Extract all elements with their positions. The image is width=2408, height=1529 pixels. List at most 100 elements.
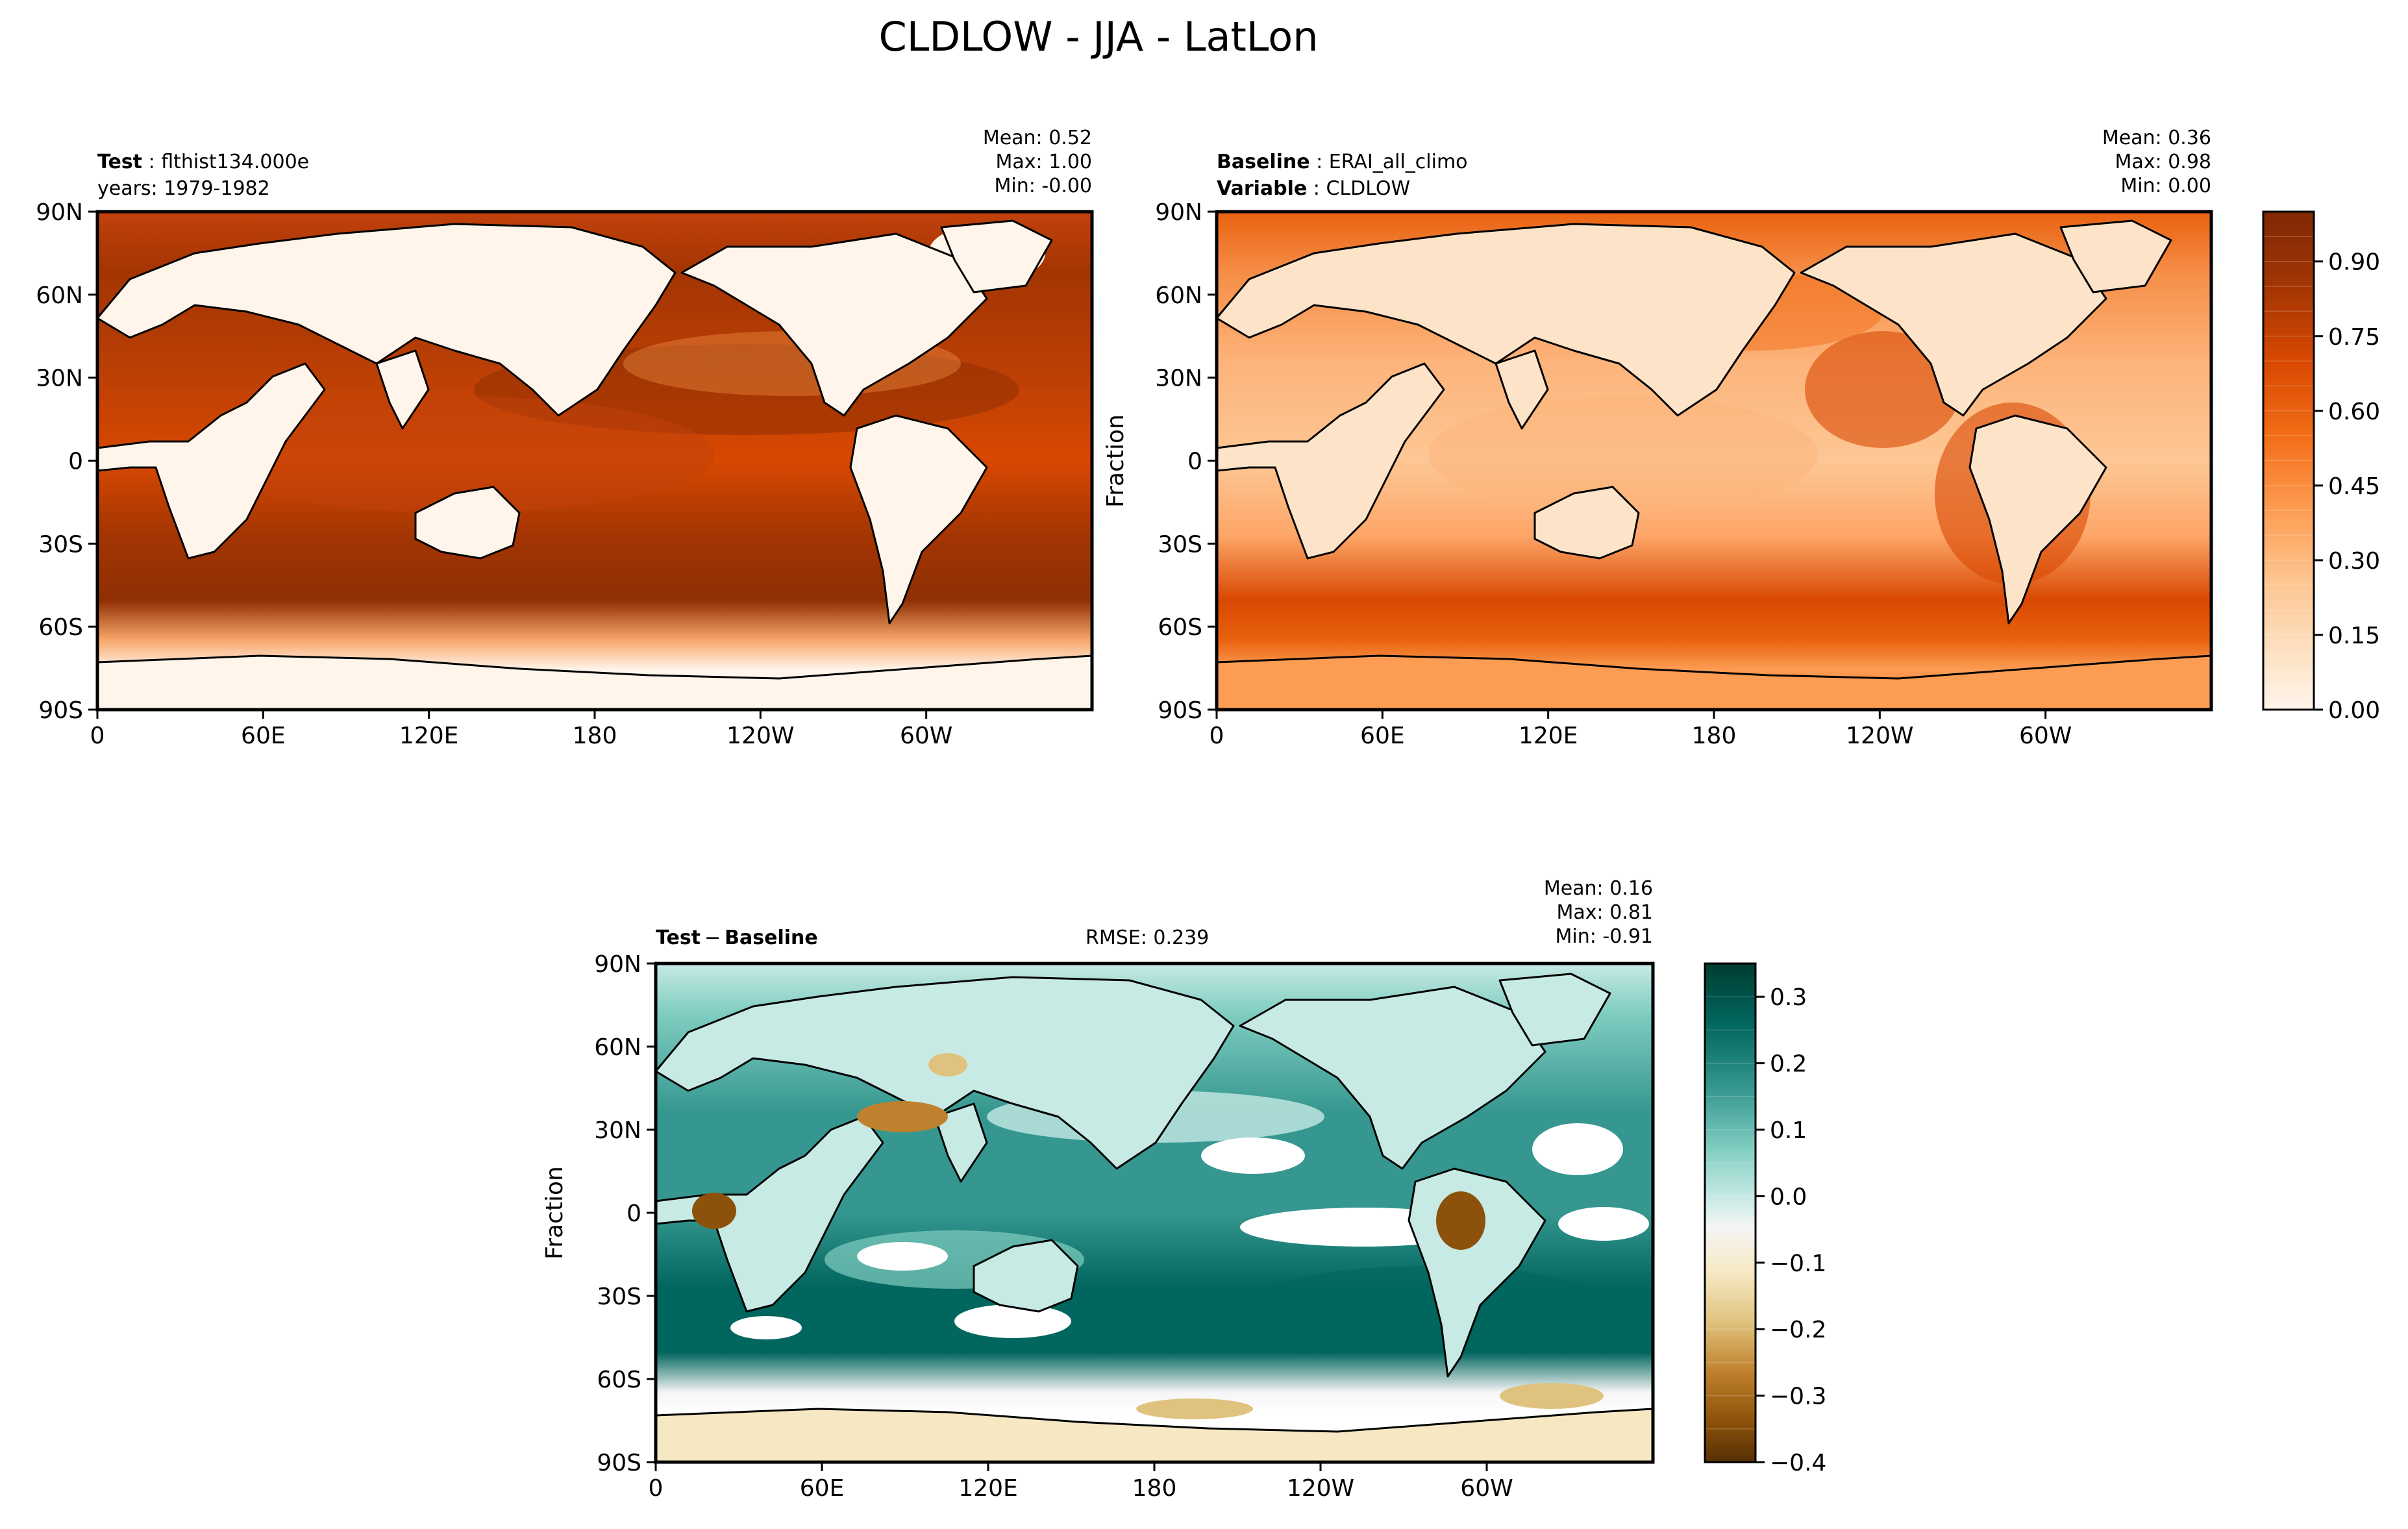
difference-colorbar-tick-label-0: 0.3 — [1770, 984, 1807, 1011]
difference-colorbar-tick-label-3: 0.0 — [1770, 1184, 1807, 1210]
difference-colorbar-tick-label-5: −0.2 — [1770, 1317, 1826, 1343]
test-continents — [97, 219, 1092, 710]
difference-header: Test − Baseline — [656, 926, 818, 949]
difference-rmse: RMSE: 0.239 — [1086, 926, 1209, 949]
baseline-header-separator: : — [1310, 151, 1329, 173]
test-xtick-label-3: 180 — [573, 723, 617, 749]
baseline-variable-label: Variable — [1217, 177, 1307, 200]
difference-land-india — [934, 1102, 988, 1183]
difference-stat-max: Max: 0.81 — [1557, 901, 1653, 924]
figure-title: CLDLOW - JJA - LatLon — [878, 13, 1318, 60]
test-xtick-label-2: 120E — [399, 723, 458, 749]
baseline-ytick-label-2: 30N — [1155, 366, 1202, 392]
test-ytick-label-5: 60S — [38, 614, 83, 641]
baseline-stat-mean: Mean: 0.36 — [2102, 127, 2211, 149]
difference-ytick-label-2: 30N — [594, 1117, 641, 1144]
baseline-colorbar-bands — [2263, 236, 2314, 686]
test-stat-max: Max: 1.00 — [996, 151, 1092, 173]
baseline-colorbar-tick-label-3: 0.45 — [2328, 473, 2380, 500]
baseline-land-north-america — [1800, 232, 2107, 417]
baseline-subheader: Variable : CLDLOW — [1217, 177, 1410, 200]
difference-xtick-label-4: 120W — [1287, 1475, 1354, 1502]
test-land-eurasia — [97, 223, 676, 417]
baseline-colorbar-tick-label-1: 0.15 — [2328, 623, 2380, 649]
test-header-separator: : — [142, 151, 161, 173]
difference-land-greenland — [1498, 973, 1611, 1047]
difference-header-baseline: Baseline — [725, 926, 818, 949]
baseline-ytick-label-6: 90S — [1158, 697, 1202, 724]
baseline-colorbar: 0.00 0.15 0.30 0.45 0.60 0.75 0.90 — [2262, 210, 2380, 724]
test-xtick-label-0: 0 — [90, 723, 105, 749]
test-xaxis: 0 60E 120E 180 120W 60W — [90, 710, 952, 749]
difference-xtick-label-3: 180 — [1132, 1475, 1177, 1502]
baseline-xtick-label-3: 180 — [1692, 723, 1737, 749]
test-header: Test : flthist134.000e — [97, 151, 309, 173]
baseline-header-value: ERAI_all_climo — [1329, 151, 1468, 173]
test-land-australia — [414, 486, 521, 560]
baseline-stat-min: Min: 0.00 — [2120, 175, 2211, 197]
test-header-label: Test — [97, 151, 142, 173]
difference-yaxis: 90N 60N 30N 0 30S 60S 90S — [594, 951, 656, 1476]
baseline-ytick-label-3: 0 — [1187, 449, 1202, 475]
baseline-header: Baseline : ERAI_all_climo — [1217, 151, 1468, 173]
difference-ytick-label-4: 30S — [597, 1284, 641, 1310]
test-land-north-america — [680, 232, 988, 417]
difference-colorbar-tick-label-7: −0.4 — [1770, 1450, 1826, 1476]
difference-stat-mean: Mean: 0.16 — [1544, 877, 1653, 900]
difference-xaxis: 0 60E 120E 180 120W 60W — [649, 1462, 1513, 1502]
difference-colorbar-ticks: 0.3 0.2 0.1 0.0 −0.1 −0.2 −0.3 −0.4 — [1756, 984, 1826, 1476]
difference-xtick-label-2: 120E — [958, 1475, 1017, 1502]
baseline-header-label: Baseline — [1217, 151, 1310, 173]
baseline-ylabel: Fraction — [1102, 414, 1129, 508]
baseline-land-india — [1495, 349, 1549, 430]
baseline-land-australia — [1533, 486, 1640, 560]
baseline-xtick-label-1: 60E — [1360, 723, 1405, 749]
test-xtick-label-4: 120W — [726, 723, 794, 749]
baseline-colorbar-tick-label-6: 0.90 — [2328, 249, 2380, 276]
test-stat-mean: Mean: 0.52 — [983, 127, 1092, 149]
baseline-xtick-label-4: 120W — [1846, 723, 1913, 749]
test-stat-min: Min: -0.00 — [995, 175, 1093, 197]
baseline-ytick-label-4: 30S — [1158, 531, 1202, 558]
baseline-colorbar-tick-label-4: 0.60 — [2328, 399, 2380, 425]
baseline-xtick-label-0: 0 — [1210, 723, 1224, 749]
test-subheader: years: 1979-1982 — [97, 177, 270, 200]
baseline-continents — [1217, 219, 2211, 710]
baseline-variable-separator: : — [1307, 177, 1326, 200]
test-ytick-label-2: 30N — [36, 366, 83, 392]
difference-header-op: − — [704, 926, 721, 949]
baseline-stat-max: Max: 0.98 — [2115, 151, 2211, 173]
difference-ytick-label-1: 60N — [594, 1034, 641, 1061]
test-land-greenland — [940, 219, 1053, 293]
baseline-yaxis: 90N 60N 30N 0 30S 60S 90S — [1155, 199, 1217, 724]
test-ytick-label-1: 60N — [36, 282, 83, 309]
test-ytick-label-4: 30S — [38, 531, 83, 558]
difference-panel: Test − Baseline RMSE: 0.239 Mean: 0.16 Max… — [541, 877, 1826, 1502]
baseline-land-africa — [1217, 362, 1445, 560]
difference-colorbar: 0.3 0.2 0.1 0.0 −0.1 −0.2 −0.3 −0.4 — [1704, 962, 1826, 1476]
difference-ytick-label-5: 60S — [597, 1367, 641, 1393]
test-header-value: flthist134.000e — [161, 151, 309, 173]
test-xtick-label-1: 60E — [241, 723, 286, 749]
test-xtick-label-5: 60W — [900, 723, 952, 749]
test-ytick-label-0: 90N — [36, 199, 83, 226]
test-panel: Test : flthist134.000e years: 1979-1982 … — [36, 127, 1094, 749]
baseline-colorbar-tick-label-0: 0.00 — [2328, 697, 2380, 724]
baseline-colorbar-tick-label-5: 0.75 — [2328, 324, 2380, 351]
baseline-ytick-label-1: 60N — [1155, 282, 1202, 309]
difference-ylabel: Fraction — [541, 1166, 568, 1260]
test-yaxis: 90N 60N 30N 0 30S 60S 90S — [36, 199, 97, 724]
baseline-panel: Baseline : ERAI_all_climo Variable : CLD… — [1102, 127, 2380, 749]
difference-ytick-label-3: 0 — [627, 1200, 641, 1227]
baseline-land-greenland — [2059, 219, 2172, 293]
baseline-land-eurasia — [1217, 223, 1796, 417]
baseline-ytick-label-0: 90N — [1155, 199, 1202, 226]
baseline-ytick-label-5: 60S — [1158, 614, 1202, 641]
difference-header-test: Test — [656, 926, 701, 949]
difference-land-antarctica — [656, 1408, 1653, 1462]
difference-xtick-label-1: 60E — [800, 1475, 845, 1502]
difference-negative-anomalies — [692, 1053, 1604, 1419]
difference-xtick-label-0: 0 — [649, 1475, 664, 1502]
test-ytick-label-3: 0 — [68, 449, 83, 475]
